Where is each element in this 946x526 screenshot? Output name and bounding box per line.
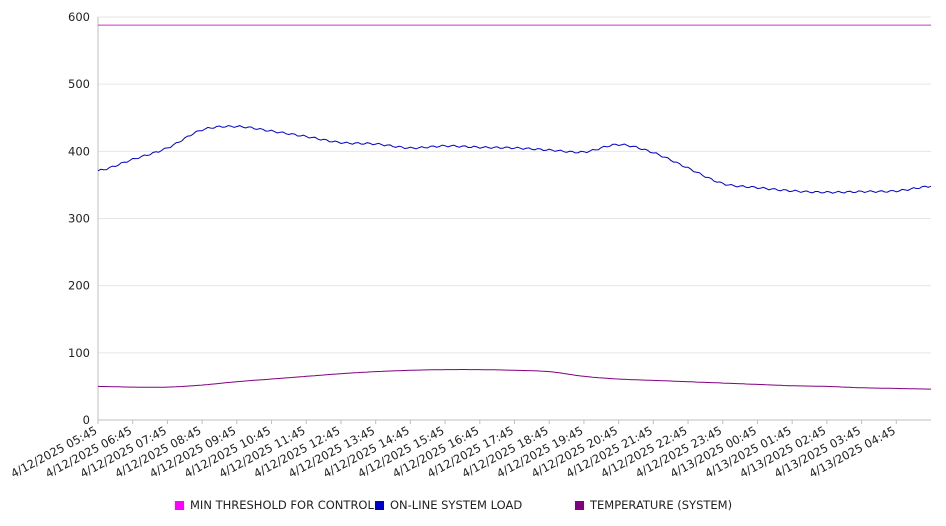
- data-point-s1-5: [271, 131, 272, 132]
- data-point-s1-0: [97, 170, 98, 171]
- data-point-s0-1: [132, 24, 133, 25]
- data-point-s1-24: [930, 186, 931, 187]
- data-point-s1-15: [618, 144, 619, 145]
- data-point-s1-8: [375, 143, 376, 144]
- data-point-s2-6: [306, 376, 307, 377]
- data-point-s2-11: [479, 369, 480, 370]
- data-point-s1-17: [687, 168, 688, 169]
- legend: MIN THRESHOLD FOR CONTROL ON-LINE SYSTEM…: [0, 498, 946, 516]
- data-point-s2-1: [132, 386, 133, 387]
- data-point-s2-19: [757, 384, 758, 385]
- data-point-s2-17: [687, 381, 688, 382]
- data-point-s0-24: [930, 24, 931, 25]
- data-point-s2-14: [583, 376, 584, 377]
- data-point-s1-21: [826, 192, 827, 193]
- legend-swatch-temperature: [575, 500, 584, 510]
- data-point-s1-14: [583, 151, 584, 152]
- data-point-s0-3: [202, 24, 203, 25]
- legend-item-temperature: TEMPERATURE (SYSTEM): [575, 498, 732, 512]
- data-point-s0-18: [722, 24, 723, 25]
- data-point-s1-3: [202, 129, 203, 130]
- data-point-s1-19: [757, 187, 758, 188]
- data-point-s2-0: [97, 386, 98, 387]
- data-point-s0-12: [514, 24, 515, 25]
- data-point-s0-8: [375, 24, 376, 25]
- data-point-s2-2: [167, 386, 168, 387]
- data-point-s1-20: [792, 190, 793, 191]
- data-point-s2-18: [722, 382, 723, 383]
- data-point-s2-21: [826, 386, 827, 387]
- data-point-s0-16: [653, 24, 654, 25]
- data-point-s2-12: [514, 370, 515, 371]
- data-point-s1-2: [167, 147, 168, 148]
- data-point-s0-6: [306, 24, 307, 25]
- data-point-s2-20: [792, 385, 793, 386]
- data-point-s2-15: [618, 378, 619, 379]
- data-point-s0-17: [687, 24, 688, 25]
- data-point-s0-9: [410, 24, 411, 25]
- data-point-s1-4: [236, 126, 237, 127]
- data-point-s0-14: [583, 24, 584, 25]
- legend-label-system-load: ON-LINE SYSTEM LOAD: [390, 498, 523, 512]
- data-point-s0-11: [479, 24, 480, 25]
- series-line-1: [97, 125, 932, 194]
- data-point-s2-24: [930, 389, 931, 390]
- data-point-s2-3: [202, 384, 203, 385]
- data-point-s1-7: [340, 142, 341, 143]
- data-point-s0-5: [271, 24, 272, 25]
- data-point-s2-7: [340, 373, 341, 374]
- y-tick-label-0: 0: [83, 413, 90, 427]
- data-point-s0-0: [97, 24, 98, 25]
- data-point-s0-4: [236, 24, 237, 25]
- data-point-s1-18: [722, 183, 723, 184]
- data-point-s0-23: [896, 24, 897, 25]
- data-point-s0-19: [757, 24, 758, 25]
- y-tick-label-100: 100: [68, 346, 90, 360]
- data-point-s1-10: [444, 145, 445, 146]
- data-point-s2-10: [444, 369, 445, 370]
- legend-item-min-threshold: MIN THRESHOLD FOR CONTROL: [175, 498, 374, 512]
- data-point-s2-22: [861, 387, 862, 388]
- y-tick-label-300: 300: [68, 212, 90, 226]
- y-tick-label-600: 600: [68, 10, 90, 24]
- data-point-s2-8: [375, 371, 376, 372]
- data-point-s1-12: [514, 147, 515, 148]
- data-point-s1-13: [549, 149, 550, 150]
- legend-label-min-threshold: MIN THRESHOLD FOR CONTROL: [190, 498, 374, 512]
- legend-item-system-load: ON-LINE SYSTEM LOAD: [375, 498, 522, 512]
- data-point-s0-20: [792, 24, 793, 25]
- data-point-s0-13: [549, 24, 550, 25]
- data-point-s2-23: [896, 388, 897, 389]
- data-point-s2-4: [236, 381, 237, 382]
- legend-swatch-system-load: [375, 500, 384, 510]
- data-point-s2-16: [653, 380, 654, 381]
- legend-label-temperature: TEMPERATURE (SYSTEM): [590, 498, 733, 512]
- data-point-s0-21: [826, 24, 827, 25]
- data-point-s1-9: [410, 147, 411, 148]
- y-tick-label-200: 200: [68, 279, 90, 293]
- data-point-s2-9: [410, 370, 411, 371]
- data-point-s0-2: [167, 24, 168, 25]
- data-point-s1-6: [306, 136, 307, 137]
- data-point-s0-22: [861, 24, 862, 25]
- data-point-s0-10: [444, 24, 445, 25]
- data-point-s1-1: [132, 159, 133, 160]
- data-point-s1-22: [861, 191, 862, 192]
- y-tick-label-500: 500: [68, 77, 90, 91]
- data-point-s1-16: [653, 152, 654, 153]
- legend-swatch-min-threshold: [175, 500, 184, 510]
- data-point-s0-7: [340, 24, 341, 25]
- data-point-s1-11: [479, 147, 480, 148]
- data-point-s0-15: [618, 24, 619, 25]
- data-point-s2-5: [271, 378, 272, 379]
- series-line-2: [97, 369, 931, 390]
- data-point-s2-13: [549, 371, 550, 372]
- data-point-s1-23: [896, 190, 897, 191]
- y-tick-label-400: 400: [68, 144, 90, 158]
